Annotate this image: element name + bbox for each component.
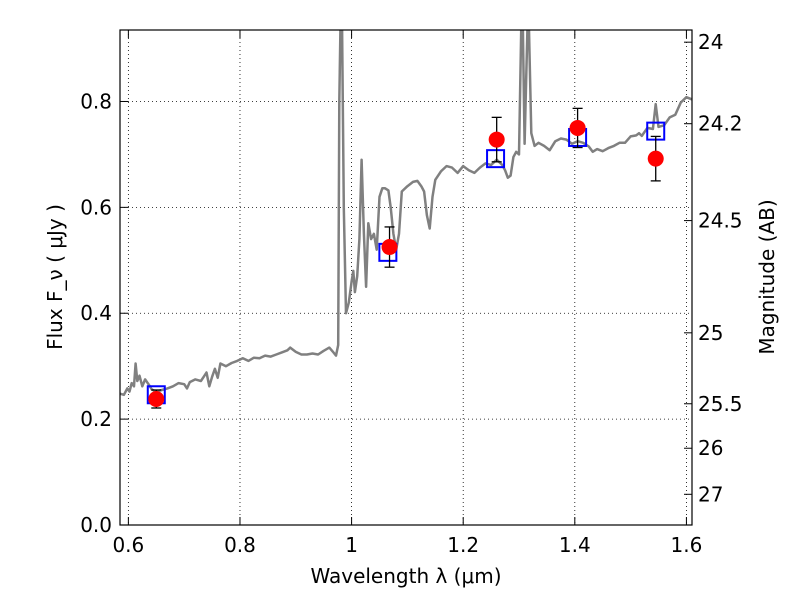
y-tick-label: 0.2 [80, 407, 112, 431]
grid-lines [120, 30, 692, 526]
observed-flux-point [647, 150, 664, 167]
x-axis-label: Wavelength λ (μm) [310, 564, 501, 588]
y2-tick-label: 24.2 [698, 112, 743, 136]
x-tick-label: 1.2 [447, 533, 479, 557]
data-layer [120, 30, 692, 409]
y2-tick-label: 27 [698, 482, 723, 506]
model-photometry-square [486, 149, 506, 169]
x-tick-label: 1.6 [671, 533, 703, 557]
y2-tick-label: 24.5 [698, 209, 743, 233]
observed-flux-point [488, 131, 505, 148]
y-tick-label: 0.6 [80, 195, 112, 219]
x-tick-label: 0.6 [112, 533, 144, 557]
y-tick-label: 0.4 [80, 301, 112, 325]
observed-flux-point [148, 391, 165, 407]
observed-flux-point [569, 119, 586, 136]
plot-frame [119, 29, 693, 526]
y-axis-label: Flux F_ν ( μJy ) [43, 204, 67, 350]
y-tick-label: 0.0 [80, 513, 112, 537]
x-tick-label: 1 [345, 533, 358, 557]
y2-tick-label: 26 [698, 436, 723, 460]
y2-tick-label: 24 [698, 30, 723, 54]
x-tick-label: 0.8 [224, 533, 256, 557]
observed-flux-point [381, 239, 398, 256]
y2-tick-label: 25.5 [698, 392, 743, 416]
y2-tick-label: 25 [698, 321, 723, 345]
y-tick-label: 0.8 [80, 89, 112, 113]
axis-ticks: 0.6 0.8 1 1.2 1.4 1.6 0.0 0.2 0.4 0.6 0.8 24 24.2 24.… [80, 30, 743, 557]
spectrum-line [120, 30, 692, 397]
y2-axis-label: Magnitude (AB) [755, 199, 779, 354]
x-tick-label: 1.4 [559, 533, 591, 557]
